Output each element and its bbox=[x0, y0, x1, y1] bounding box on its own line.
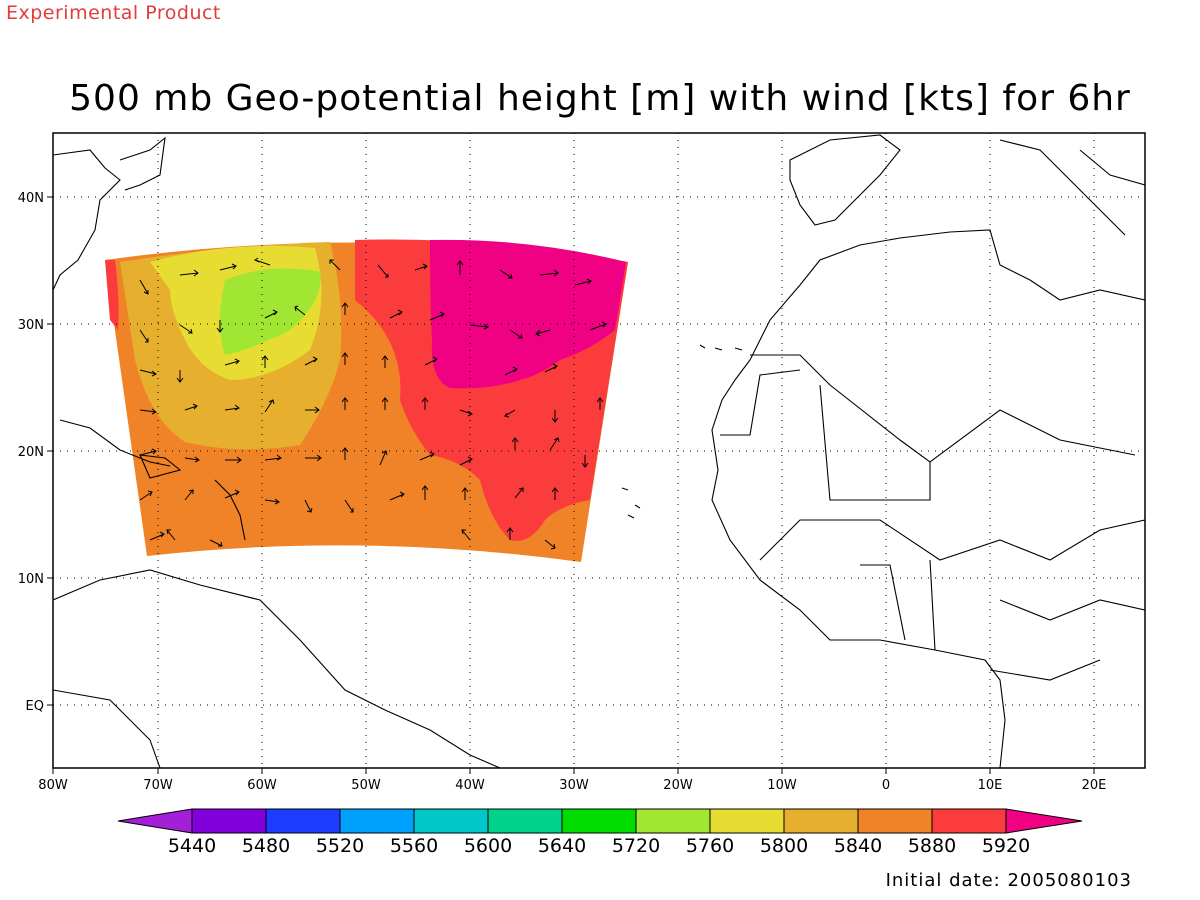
mauritania-border bbox=[720, 369, 801, 436]
colorbar-cell bbox=[710, 809, 784, 833]
colorbar-label: 5520 bbox=[316, 835, 364, 857]
mali-border bbox=[819, 384, 931, 501]
colorbar-label: 5560 bbox=[390, 835, 438, 857]
lon-label: 60W bbox=[247, 778, 277, 793]
colorbar-label: 5920 bbox=[982, 835, 1030, 857]
lon-label: 30W bbox=[559, 778, 589, 793]
sahel-borders bbox=[750, 354, 1136, 463]
balkans-coast bbox=[1079, 149, 1145, 186]
south-america-interior bbox=[53, 689, 161, 768]
lat-label: 20N bbox=[18, 445, 44, 460]
nova-scotia-coast bbox=[119, 136, 166, 191]
antilles-arc bbox=[214, 479, 246, 541]
cape-verde-islands bbox=[621, 487, 641, 519]
colorbar-cell bbox=[784, 809, 858, 833]
colorbar-label: 5800 bbox=[760, 835, 808, 857]
colorbar-cell bbox=[414, 809, 488, 833]
lon-label: 0 bbox=[882, 778, 890, 793]
colorbar-cell bbox=[488, 809, 562, 833]
lat-label: 30N bbox=[18, 318, 44, 333]
coastlines bbox=[53, 134, 1145, 768]
experimental-banner: Experimental Product bbox=[6, 2, 221, 24]
colorbar-cell bbox=[562, 809, 636, 833]
canary-islands bbox=[699, 344, 743, 351]
cuba-coast bbox=[59, 419, 171, 467]
colorbar-cell bbox=[266, 809, 340, 833]
north-america-coast bbox=[53, 149, 121, 291]
colorbar-label: 5640 bbox=[538, 835, 586, 857]
west-africa-coast bbox=[711, 284, 1006, 768]
longitude-labels: 80W 70W 60W 50W 40W 30W 20W 10W 0 10E 20… bbox=[38, 778, 1106, 793]
colorbar-cell bbox=[932, 809, 1006, 833]
lat-label: EQ bbox=[26, 699, 44, 714]
colorbar-label: 5720 bbox=[612, 835, 660, 857]
field-high-core bbox=[430, 239, 626, 389]
iberia-coast bbox=[789, 134, 901, 226]
colorbar-label: 5760 bbox=[686, 835, 734, 857]
height-field bbox=[105, 239, 628, 562]
interior-borders bbox=[759, 519, 1145, 561]
colorbar-label: 5440 bbox=[168, 835, 216, 857]
lon-label: 10W bbox=[767, 778, 797, 793]
italy-coast bbox=[999, 139, 1126, 236]
lon-label: 10E bbox=[978, 778, 1003, 793]
lon-label: 20E bbox=[1082, 778, 1107, 793]
colorbar-cell bbox=[340, 809, 414, 833]
lon-label: 50W bbox=[351, 778, 381, 793]
lat-label: 40N bbox=[18, 191, 44, 206]
colorbar-cell bbox=[636, 809, 710, 833]
central-africa-borders bbox=[989, 599, 1145, 681]
colorbar-label: 5600 bbox=[464, 835, 512, 857]
latitude-labels: 40N 30N 20N 10N EQ bbox=[18, 191, 44, 714]
colorbar-cell bbox=[192, 809, 266, 833]
south-america-coast bbox=[53, 569, 501, 768]
wind-vectors bbox=[139, 257, 607, 550]
map-title: 500 mb Geo-potential height [m] with win… bbox=[69, 78, 1131, 119]
field-5920-band-west bbox=[105, 260, 119, 330]
lat-label: 10N bbox=[18, 572, 44, 587]
hispaniola-coast bbox=[139, 454, 182, 479]
lon-label: 80W bbox=[38, 778, 68, 793]
colorbar-label: 5480 bbox=[242, 835, 290, 857]
field-5760-band bbox=[220, 268, 321, 355]
axis-ticks bbox=[47, 196, 1095, 774]
gulf-guinea-borders bbox=[860, 559, 936, 651]
map-content bbox=[53, 133, 1145, 768]
colorbar-label: 5840 bbox=[834, 835, 882, 857]
lon-label: 40W bbox=[455, 778, 485, 793]
colorbar-high-arrow bbox=[1006, 809, 1082, 833]
lon-label: 70W bbox=[143, 778, 173, 793]
initial-date: Initial date: 2005080103 bbox=[885, 870, 1132, 891]
colorbar: 5440 5480 5520 5560 5600 5640 5720 5760 … bbox=[117, 808, 1083, 857]
lat-lon-grid bbox=[53, 133, 1145, 768]
north-africa-coast bbox=[799, 229, 1145, 301]
colorbar-label: 5880 bbox=[908, 835, 956, 857]
colorbar-low-arrow bbox=[118, 809, 192, 833]
colorbar-cell bbox=[858, 809, 932, 833]
lon-label: 20W bbox=[663, 778, 693, 793]
